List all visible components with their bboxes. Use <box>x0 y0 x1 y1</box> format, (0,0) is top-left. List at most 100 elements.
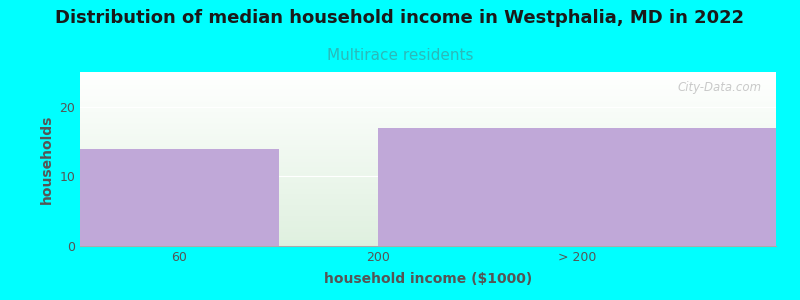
Bar <box>80 164 776 165</box>
Bar <box>80 170 776 171</box>
Bar <box>80 144 776 145</box>
Bar <box>80 100 776 101</box>
Bar <box>80 87 776 88</box>
Bar <box>80 165 776 166</box>
Bar <box>80 204 776 205</box>
Bar <box>80 181 776 182</box>
Bar <box>80 227 776 228</box>
Bar <box>80 205 776 206</box>
Bar <box>378 128 776 246</box>
Bar <box>80 229 776 230</box>
Bar <box>80 203 776 204</box>
Bar <box>80 162 776 163</box>
Bar <box>80 86 776 87</box>
Bar <box>80 146 776 147</box>
Bar <box>80 125 776 126</box>
Bar <box>80 77 776 78</box>
Bar <box>80 102 776 103</box>
Bar <box>80 122 776 123</box>
Text: City-Data.com: City-Data.com <box>678 81 762 94</box>
Bar <box>80 173 776 174</box>
Bar <box>80 121 776 122</box>
Bar <box>80 107 776 108</box>
Bar <box>80 175 776 176</box>
Bar <box>80 111 776 112</box>
Bar <box>80 194 776 195</box>
Bar <box>80 208 776 209</box>
Bar <box>80 239 776 240</box>
Bar <box>80 129 776 130</box>
Bar <box>80 153 776 154</box>
Bar <box>80 82 776 83</box>
Bar <box>80 240 776 241</box>
Bar <box>80 134 776 135</box>
Bar <box>80 189 776 190</box>
Bar <box>80 221 776 222</box>
Bar <box>80 130 776 131</box>
Bar <box>80 127 776 128</box>
Bar <box>80 93 776 94</box>
Bar <box>80 233 776 234</box>
Bar <box>80 197 776 198</box>
Text: Distribution of median household income in Westphalia, MD in 2022: Distribution of median household income … <box>55 9 745 27</box>
Bar <box>80 224 776 225</box>
Bar <box>80 192 776 193</box>
Bar <box>80 84 776 85</box>
Bar <box>80 198 776 199</box>
Bar <box>80 179 776 180</box>
Bar <box>80 210 776 211</box>
Bar <box>80 190 776 191</box>
Bar <box>80 172 776 173</box>
Bar <box>80 75 776 76</box>
Bar <box>80 98 776 99</box>
Bar <box>80 118 776 119</box>
Bar <box>80 225 776 226</box>
Bar <box>80 76 776 77</box>
Bar <box>80 92 776 93</box>
Bar <box>80 110 776 111</box>
Bar <box>80 140 776 141</box>
Bar <box>80 73 776 74</box>
Bar <box>80 243 776 244</box>
Bar <box>80 191 776 192</box>
Bar <box>80 109 776 110</box>
Bar <box>80 141 776 142</box>
Bar <box>80 206 776 207</box>
Bar <box>80 207 776 208</box>
Bar <box>80 168 776 169</box>
Bar <box>80 237 776 238</box>
Bar <box>80 97 776 98</box>
Bar <box>80 159 776 160</box>
Bar <box>80 220 776 221</box>
Bar <box>80 90 776 91</box>
Bar <box>80 101 776 102</box>
Bar <box>80 174 776 175</box>
Bar <box>80 231 776 232</box>
Bar <box>80 91 776 92</box>
Bar <box>80 154 776 155</box>
Bar <box>80 201 776 202</box>
Bar <box>80 85 776 86</box>
Bar <box>80 209 776 210</box>
Bar <box>80 78 776 79</box>
Bar <box>80 177 776 178</box>
Bar <box>80 226 776 227</box>
Bar <box>80 166 776 167</box>
Bar <box>80 133 776 134</box>
Bar <box>80 152 776 153</box>
Bar <box>80 116 776 117</box>
X-axis label: household income ($1000): household income ($1000) <box>324 272 532 286</box>
Bar <box>80 139 776 140</box>
Bar <box>80 235 776 236</box>
Bar <box>80 132 776 133</box>
Bar <box>80 135 776 136</box>
Bar <box>80 236 776 237</box>
Bar <box>80 143 776 144</box>
Bar <box>80 89 776 90</box>
Bar <box>80 117 776 118</box>
Bar <box>80 217 776 218</box>
Bar <box>80 120 776 121</box>
Bar <box>80 131 776 132</box>
Bar <box>80 150 776 151</box>
Bar <box>80 238 776 239</box>
